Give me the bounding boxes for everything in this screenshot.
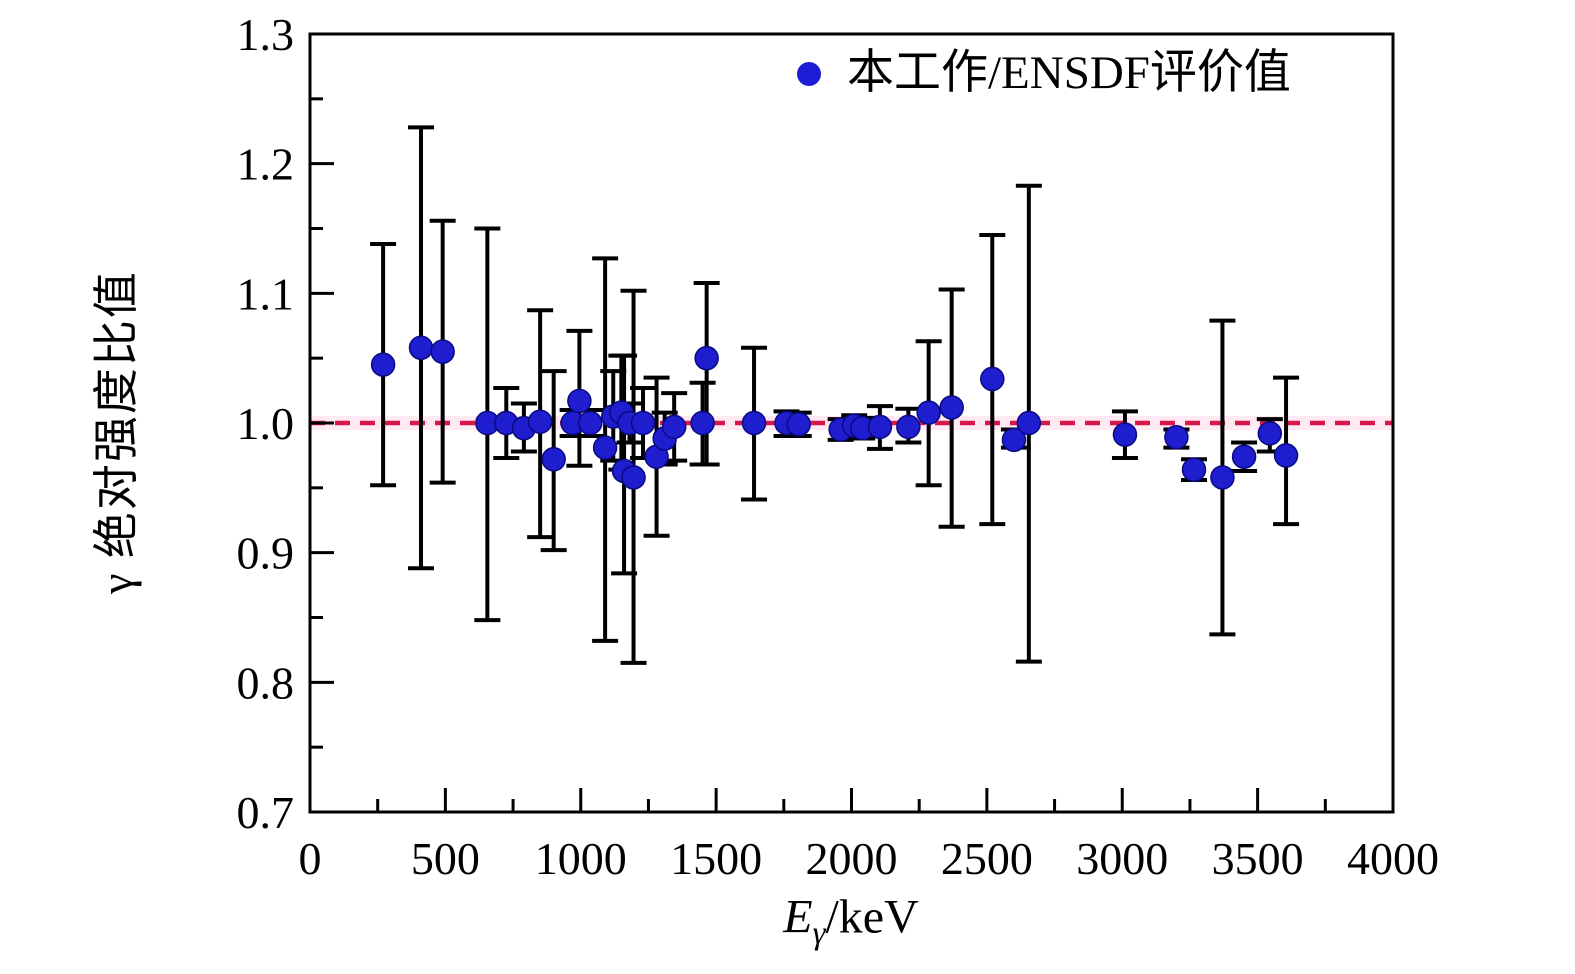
data-point (694, 345, 719, 371)
data-point (1164, 425, 1189, 450)
data-point (370, 352, 396, 377)
data-point (980, 366, 1005, 392)
x-tick-label: 3000 (1076, 833, 1168, 884)
legend: 本工作/ENSDF评价值 (797, 50, 1291, 97)
y-tick-label: 1.2 (237, 139, 295, 190)
y-axis-title: γ 绝对强度比值 (91, 270, 142, 594)
data-point (408, 335, 434, 361)
y-tick-label: 0.8 (237, 657, 295, 708)
x-axis-title-symbol: E (783, 890, 813, 944)
data-point (1001, 427, 1027, 453)
data-point (939, 395, 964, 420)
data-point (916, 400, 941, 425)
legend-marker-icon (797, 61, 821, 86)
x-tick-label: 3500 (1212, 833, 1304, 884)
y-tick-label: 1.0 (237, 398, 295, 449)
data-point (1231, 444, 1257, 469)
data-point (1112, 422, 1138, 447)
data-point (577, 410, 603, 436)
x-tick-label: 0 (299, 833, 322, 884)
data-point (741, 410, 767, 436)
x-tick-label: 1000 (535, 833, 627, 884)
data-point (661, 414, 687, 440)
y-tick-label: 0.7 (237, 787, 295, 838)
x-tick-label: 2000 (806, 833, 898, 884)
x-tick-label: 500 (411, 833, 480, 884)
x-tick-label: 4000 (1347, 833, 1439, 884)
x-axis-title-subscript: γ (812, 915, 826, 952)
data-point (527, 409, 553, 434)
data-point (541, 447, 566, 472)
data-point (690, 410, 715, 436)
x-axis-title: Eγ/keV (783, 890, 919, 953)
data-point (896, 414, 921, 440)
legend-label: 本工作/ENSDF评价值 (847, 47, 1291, 99)
data-point (592, 435, 618, 460)
x-axis-title-unit: /keV (825, 890, 919, 944)
data-point (1210, 465, 1235, 490)
data-point (567, 388, 592, 414)
data-point (1257, 421, 1283, 446)
data-point (1181, 457, 1207, 482)
x-tick-label: 2500 (941, 833, 1033, 884)
data-point (630, 410, 656, 436)
data-point (1273, 443, 1299, 468)
data-point (867, 414, 893, 440)
y-tick-label: 1.1 (237, 268, 295, 319)
y-tick-label: 0.9 (237, 528, 295, 579)
data-point (1016, 410, 1042, 436)
data-point (786, 412, 811, 437)
x-tick-label: 1500 (670, 833, 762, 884)
data-point (621, 465, 646, 490)
data-point (430, 339, 455, 364)
y-tick-label: 1.3 (237, 9, 295, 60)
